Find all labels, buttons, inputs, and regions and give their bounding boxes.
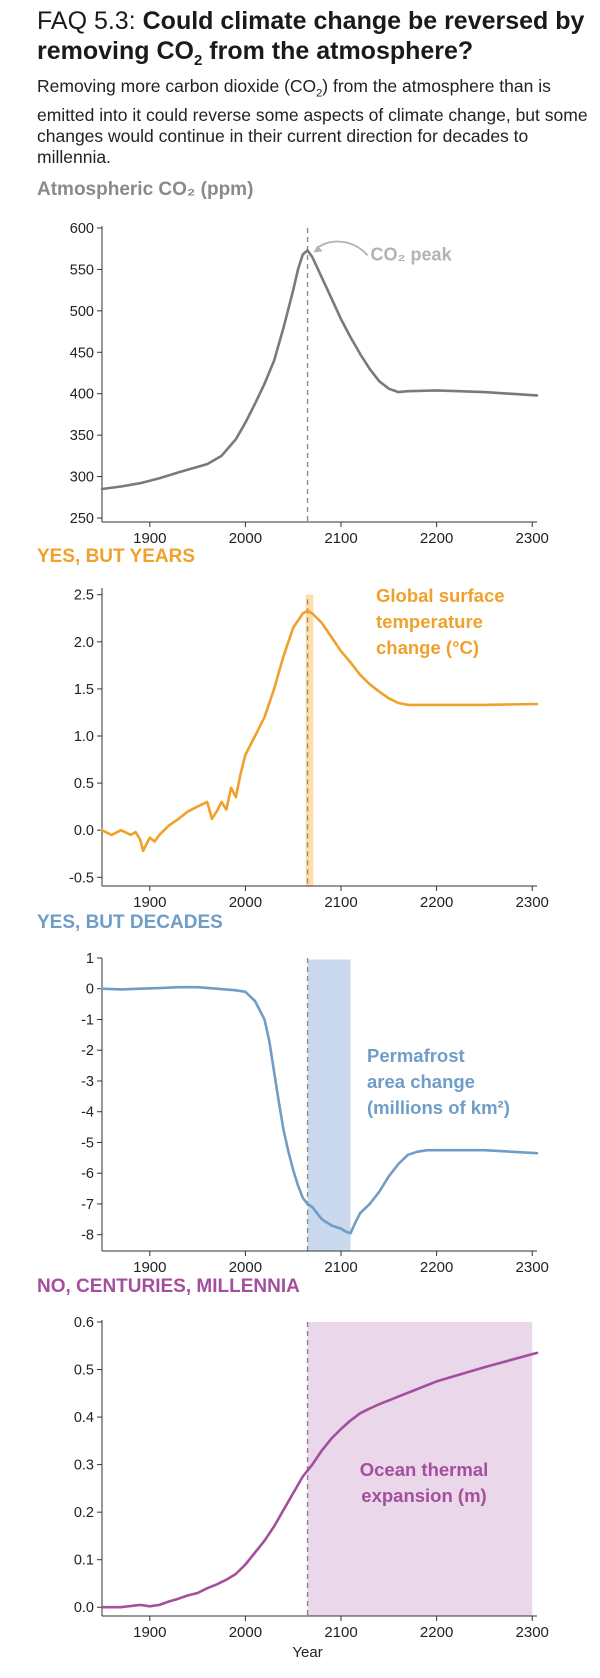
- ocean-y-tick-label: 0.1: [74, 1553, 94, 1569]
- ocean-highlight-band: [307, 1322, 533, 1616]
- temperature-series-line: [100, 609, 539, 853]
- co2-x-tick-label: 2000: [229, 530, 262, 547]
- temperature-series-label: temperature: [376, 611, 483, 632]
- temperature-y-tick-label: 0.0: [74, 823, 94, 839]
- co2-y-tick-label: 400: [70, 387, 94, 403]
- ocean-y-tick-label: 0.5: [74, 1363, 94, 1379]
- temperature-y-tick-label: 1.0: [74, 729, 94, 745]
- co2-x-tick-label: 2200: [420, 530, 453, 547]
- ocean-x-axis-label: Year: [292, 1644, 322, 1661]
- page-subtitle: Removing more carbon dioxide (CO2) from …: [37, 76, 592, 168]
- ocean-series-label: expansion (m): [361, 1485, 486, 1506]
- permafrost-chart-title: YES, BUT DECADES: [37, 912, 223, 933]
- title-text: Could climate change be reversed by remo…: [37, 7, 585, 65]
- ocean-series-label: Ocean thermal: [360, 1459, 489, 1480]
- title-text-end: from the atmosphere?: [202, 37, 474, 65]
- permafrost-y-tick-label: -4: [81, 1105, 94, 1121]
- co2-peak-arrow: [316, 240, 369, 256]
- temperature-y-tick-label: 2.0: [74, 635, 94, 651]
- ocean-chart-title: NO, CENTURIES, MILLENNIA: [37, 1276, 300, 1297]
- co2-y-tick-label: 250: [70, 511, 94, 527]
- ocean-y-tick-label: 0.0: [74, 1600, 94, 1616]
- co2-y-tick-label: 550: [70, 262, 94, 278]
- permafrost-series-label: (millions of km²): [367, 1097, 510, 1118]
- temperature-x-tick-label: 2000: [229, 894, 262, 911]
- ocean-x-tick-label: 2200: [420, 1624, 453, 1641]
- co2-x-tick-label: 2100: [324, 530, 357, 547]
- permafrost-x-tick-label: 2000: [229, 1259, 262, 1276]
- ocean-series-line: [100, 1351, 539, 1609]
- title-subscript: 2: [193, 52, 203, 69]
- co2-peak-annotation: CO₂ peak: [371, 244, 453, 264]
- permafrost-y-tick-label: 1: [86, 951, 94, 967]
- ocean-y-tick-label: 0.6: [74, 1315, 94, 1331]
- subtitle-subscript: 2: [316, 87, 323, 100]
- faq-label: FAQ 5.3:: [37, 7, 136, 35]
- permafrost-series-label: Permafrost: [367, 1045, 465, 1066]
- co2-x-tick-label: 1900: [133, 530, 166, 547]
- co2-y-tick-label: 300: [70, 470, 94, 486]
- ocean-x-tick-label: 1900: [133, 1624, 166, 1641]
- permafrost-series-label: area change: [367, 1071, 475, 1092]
- permafrost-series-line: [100, 985, 539, 1235]
- permafrost-y-tick-label: -2: [81, 1043, 94, 1059]
- co2-peak-arrowhead: [313, 245, 323, 253]
- co2-x-tick-label: 2300: [516, 530, 549, 547]
- permafrost-y-tick-label: -5: [81, 1135, 94, 1151]
- permafrost-y-tick-label: -8: [81, 1228, 94, 1244]
- ocean-y-tick-label: 0.4: [74, 1410, 94, 1426]
- temperature-series-label: change (°C): [376, 637, 479, 658]
- co2-series-line: [100, 249, 539, 491]
- temperature-highlight-band: [305, 594, 314, 886]
- ocean-x-tick-label: 2000: [229, 1624, 262, 1641]
- subtitle-text-end: ) from the atmosphere than is emitted in…: [37, 76, 588, 167]
- ocean-x-tick-label: 2300: [516, 1624, 549, 1641]
- temperature-x-tick-label: 2200: [420, 894, 453, 911]
- temperature-x-tick-label: 2300: [516, 894, 549, 911]
- permafrost-x-tick-label: 1900: [133, 1259, 166, 1276]
- co2-y-tick-label: 600: [70, 221, 94, 237]
- co2-y-tick-label: 450: [70, 345, 94, 361]
- permafrost-x-tick-label: 2100: [324, 1259, 357, 1276]
- co2-y-tick-label: 350: [70, 428, 94, 444]
- permafrost-highlight-band: [307, 959, 351, 1251]
- co2-chart-title: Atmospheric CO₂ (ppm): [37, 179, 253, 200]
- ocean-y-tick-label: 0.2: [74, 1505, 94, 1521]
- permafrost-x-tick-label: 2200: [420, 1259, 453, 1276]
- permafrost-x-tick-label: 2300: [516, 1259, 549, 1276]
- temperature-chart-title: YES, BUT YEARS: [37, 546, 195, 567]
- temperature-x-tick-label: 1900: [133, 894, 166, 911]
- permafrost-y-tick-label: -6: [81, 1166, 94, 1182]
- ocean-y-tick-label: 0.3: [74, 1458, 94, 1474]
- permafrost-y-tick-label: -7: [81, 1197, 94, 1213]
- permafrost-y-tick-label: 0: [86, 982, 94, 998]
- subtitle-text: Removing more carbon dioxide (CO: [37, 76, 317, 96]
- temperature-y-tick-label: 2.5: [74, 588, 94, 604]
- ocean-x-tick-label: 2100: [324, 1624, 357, 1641]
- temperature-y-tick-label: 1.5: [74, 682, 94, 698]
- permafrost-y-tick-label: -1: [81, 1012, 94, 1028]
- page-title: FAQ 5.3: Could climate change be reverse…: [37, 6, 587, 76]
- temperature-y-tick-label: -0.5: [69, 870, 94, 886]
- permafrost-y-tick-label: -3: [81, 1074, 94, 1090]
- temperature-series-label: Global surface: [376, 585, 505, 606]
- temperature-y-tick-label: 0.5: [74, 776, 94, 792]
- co2-y-tick-label: 500: [70, 304, 94, 320]
- temperature-x-tick-label: 2100: [324, 894, 357, 911]
